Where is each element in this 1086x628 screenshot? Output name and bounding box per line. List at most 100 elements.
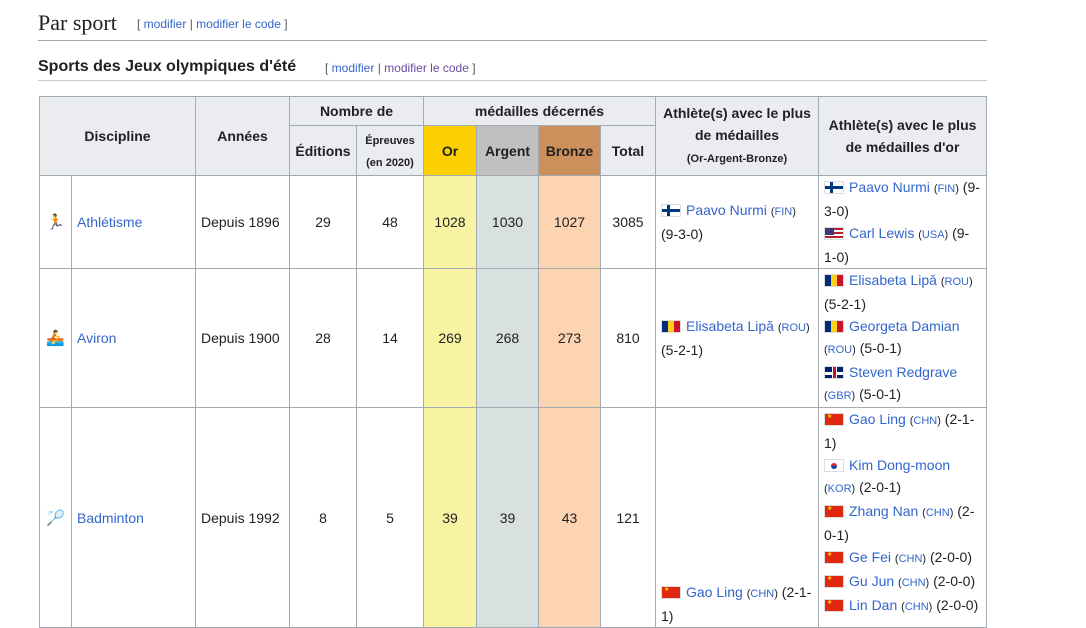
- athlete-entry: Carl Lewis (USA) (9-1-0): [824, 225, 970, 265]
- athlete-link[interactable]: Ge Fei: [849, 549, 892, 565]
- discipline-pictogram: 🏃: [39, 175, 72, 269]
- rowing-icon: 🚣: [46, 330, 65, 347]
- athlete-link[interactable]: Gao Ling: [849, 411, 906, 427]
- athlete-or-cell: Paavo Nurmi (FIN) (9-3-0) Carl Lewis (USA…: [818, 175, 987, 269]
- country-code-link[interactable]: GBR: [827, 390, 852, 402]
- athlete-entry: Georgeta Damian (ROU) (5-0-1): [824, 318, 960, 356]
- header-argent: Argent: [476, 125, 539, 176]
- athlete-record: (2-0-0): [933, 573, 976, 589]
- header-editions: Éditions: [289, 125, 357, 176]
- athlete-link[interactable]: Paavo Nurmi: [686, 202, 767, 218]
- athlete-record: (9-1-0): [824, 225, 970, 265]
- country-code-link[interactable]: CHN: [901, 577, 926, 589]
- header-nombre-de: Nombre de: [289, 96, 424, 126]
- athlete-record: (9-3-0): [824, 179, 980, 219]
- badminton-icon: 🏸: [46, 509, 65, 527]
- country-code-link[interactable]: FIN: [937, 183, 956, 195]
- subsection-edit-links: [ modifier | modifier le code ]: [325, 61, 476, 75]
- flag-gbr-icon: [824, 366, 844, 379]
- country-code-link[interactable]: CHN: [750, 588, 775, 600]
- header-epreuves-label: Épreuves: [365, 134, 415, 147]
- discipline-pictogram: 🚣: [39, 268, 72, 408]
- athlete-record: (2-1-1): [824, 411, 975, 451]
- total-cell: 810: [600, 268, 656, 408]
- country-code-link[interactable]: ROU: [781, 322, 806, 334]
- athlete-link[interactable]: Paavo Nurmi: [849, 179, 930, 195]
- header-athlete-plus: Athlète(s) avec le plus de médailles (Or…: [655, 96, 819, 176]
- athlete-plus-cell: Gao Ling (CHN) (2-1-1): [655, 407, 819, 628]
- athlete-link[interactable]: Steven Redgrave: [849, 364, 958, 380]
- or-cell: 39: [423, 407, 477, 628]
- athlete-entry: Gu Jun (CHN) (2-0-0): [824, 570, 981, 594]
- discipline-link[interactable]: Aviron: [77, 330, 117, 346]
- editions-cell: 8: [289, 407, 357, 628]
- country-code-link[interactable]: CHN: [925, 507, 950, 519]
- athlete-record: (2-0-1): [859, 479, 902, 495]
- country-code-link[interactable]: CHN: [913, 415, 938, 427]
- flag-rou-icon: [824, 320, 844, 333]
- athlete-record: (5-0-1): [859, 340, 902, 356]
- flag-fin-icon: [824, 181, 844, 194]
- athlete-link[interactable]: Gao Ling: [686, 584, 743, 600]
- flag-usa-icon: [824, 227, 844, 240]
- country-code-link[interactable]: ROU: [944, 276, 969, 288]
- subsection-edit-code-link[interactable]: modifier le code: [384, 61, 469, 75]
- athlete-or-cell: Gao Ling (CHN) (2-1-1)Kim Dong-moon (KOR…: [818, 407, 987, 628]
- discipline-link[interactable]: Badminton: [77, 509, 144, 526]
- editions-cell: 28: [289, 268, 357, 408]
- header-medailles: médailles décernés: [423, 96, 656, 126]
- annees-cell: Depuis 1896: [195, 175, 290, 269]
- athlete-entry: Lin Dan (CHN) (2-0-0): [824, 594, 981, 618]
- flag-kor-icon: [824, 459, 844, 472]
- flag-chn-icon: [824, 599, 844, 612]
- athlete-entry: Elisabeta Lipă (ROU) (5-2-1): [661, 318, 810, 358]
- subsection-edit-link[interactable]: modifier: [331, 61, 375, 75]
- country-code-link[interactable]: USA: [921, 229, 945, 241]
- athlete-plus-cell: Elisabeta Lipă (ROU) (5-2-1): [655, 268, 819, 408]
- header-total: Total: [600, 125, 656, 176]
- section-edit-link[interactable]: modifier: [143, 17, 187, 31]
- or-cell: 1028: [423, 175, 477, 269]
- annees-cell: Depuis 1900: [195, 268, 290, 408]
- athlete-entry: Kim Dong-moon (KOR) (2-0-1): [824, 457, 951, 495]
- athlete-link[interactable]: Lin Dan: [849, 597, 898, 613]
- flag-chn-icon: [661, 586, 681, 599]
- header-annees: Années: [195, 96, 290, 176]
- flag-chn-icon: [824, 575, 844, 588]
- athlete-record: (2-0-0): [936, 597, 979, 613]
- epreuves-cell: 5: [356, 407, 424, 628]
- discipline-link[interactable]: Athlétisme: [77, 214, 143, 230]
- flag-rou-icon: [661, 320, 681, 333]
- athlete-link[interactable]: Elisabeta Lipă: [686, 318, 774, 334]
- argent-cell: 268: [476, 268, 539, 408]
- flag-chn-icon: [824, 413, 844, 426]
- country-code-link[interactable]: FIN: [774, 206, 793, 218]
- flag-rou-icon: [824, 274, 844, 287]
- athlete-record: (2-0-1): [824, 503, 975, 543]
- athlete-entry: Paavo Nurmi (FIN) (9-3-0): [824, 179, 980, 219]
- athlete-record: (5-2-1): [824, 296, 867, 312]
- athletics-icon: 🏃: [46, 214, 65, 231]
- athlete-link[interactable]: Elisabeta Lipă: [849, 272, 937, 288]
- athlete-link[interactable]: Kim Dong-moon: [849, 457, 951, 473]
- section-edit-code-link[interactable]: modifier le code: [196, 17, 281, 31]
- athlete-record: (5-2-1): [661, 342, 704, 358]
- section-heading: Par sport [ modifier | modifier le code …: [38, 10, 987, 41]
- section-edit-links: [ modifier | modifier le code ]: [137, 17, 288, 31]
- athlete-link[interactable]: Gu Jun: [849, 573, 895, 589]
- athlete-link[interactable]: Georgeta Damian: [849, 318, 960, 334]
- country-code-link[interactable]: CHN: [898, 553, 923, 565]
- country-code-link[interactable]: ROU: [827, 344, 853, 356]
- total-cell: 3085: [600, 175, 656, 269]
- athlete-link[interactable]: Zhang Nan: [849, 503, 919, 519]
- or-cell: 269: [423, 268, 477, 408]
- bronze-cell: 1027: [538, 175, 601, 269]
- total-cell: 121: [600, 407, 656, 628]
- athlete-link[interactable]: Carl Lewis: [849, 225, 915, 241]
- country-code-link[interactable]: KOR: [827, 483, 852, 495]
- header-or: Or: [423, 125, 477, 176]
- country-code-link[interactable]: CHN: [904, 601, 929, 613]
- athlete-record: (5-0-1): [859, 386, 902, 402]
- athlete-entry: Ge Fei (CHN) (2-0-0): [824, 546, 981, 570]
